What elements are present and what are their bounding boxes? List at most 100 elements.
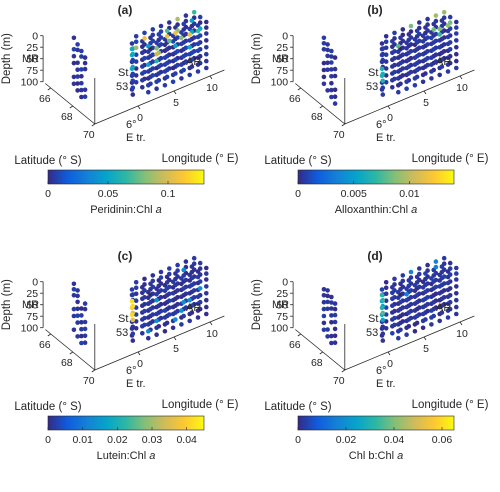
data-point bbox=[150, 278, 156, 284]
data-point bbox=[329, 60, 334, 65]
data-point bbox=[204, 291, 209, 296]
colorbar bbox=[47, 169, 205, 185]
data-point bbox=[429, 55, 434, 60]
data-point bbox=[189, 57, 195, 62]
data-point bbox=[154, 297, 159, 303]
colorbar-label: Alloxanthin:Chl a bbox=[335, 204, 418, 216]
data-point bbox=[140, 85, 145, 90]
data-point bbox=[167, 305, 172, 310]
data-point bbox=[133, 298, 139, 303]
data-point bbox=[433, 31, 439, 37]
data-point bbox=[79, 313, 84, 318]
data-point bbox=[189, 50, 195, 56]
depth-tick-label: 0 bbox=[32, 31, 38, 43]
data-point bbox=[380, 317, 386, 323]
data-point bbox=[406, 50, 412, 56]
annotation-six-degrees: 6° bbox=[376, 119, 387, 131]
longitude-tick-mark bbox=[209, 321, 213, 326]
data-point bbox=[404, 286, 409, 291]
data-point bbox=[197, 33, 203, 38]
data-point bbox=[414, 299, 420, 305]
data-point bbox=[187, 297, 192, 303]
data-point bbox=[195, 28, 201, 34]
data-point bbox=[445, 294, 451, 300]
data-point bbox=[187, 26, 192, 32]
data-point bbox=[164, 74, 170, 80]
latitude-tick-label: 68 bbox=[61, 357, 73, 369]
data-point bbox=[439, 303, 445, 308]
data-point bbox=[441, 274, 447, 279]
colorbar-tick-label: 0.1 bbox=[161, 188, 176, 200]
data-point bbox=[396, 43, 401, 49]
data-point bbox=[146, 322, 151, 327]
data-point bbox=[404, 292, 409, 297]
data-point bbox=[414, 67, 420, 73]
data-point bbox=[379, 52, 385, 58]
data-point bbox=[150, 27, 156, 32]
data-point bbox=[154, 311, 159, 317]
data-point bbox=[82, 333, 88, 339]
data-point bbox=[423, 57, 428, 62]
data-point bbox=[191, 288, 197, 293]
data-point bbox=[142, 30, 147, 36]
data-point bbox=[329, 294, 334, 300]
data-point bbox=[396, 322, 401, 327]
data-point bbox=[164, 67, 170, 73]
data-point bbox=[187, 272, 192, 278]
data-point bbox=[195, 274, 201, 280]
data-point bbox=[75, 320, 80, 325]
data-point bbox=[204, 284, 209, 289]
longitude-tick-mark bbox=[459, 75, 463, 80]
data-point bbox=[170, 279, 176, 285]
data-point bbox=[321, 81, 327, 87]
data-point bbox=[332, 94, 338, 99]
latitude-tick-mark bbox=[297, 87, 302, 91]
data-point bbox=[329, 340, 334, 346]
data-point bbox=[396, 335, 401, 341]
data-point bbox=[383, 280, 389, 285]
data-point bbox=[181, 267, 186, 273]
data-point bbox=[379, 73, 385, 78]
depth-tick-label: 0 bbox=[282, 31, 288, 43]
annotation-ar: AR bbox=[436, 302, 451, 314]
data-point bbox=[392, 30, 397, 36]
data-point bbox=[321, 47, 327, 52]
data-point bbox=[325, 88, 330, 93]
colorbar-label-italic: a bbox=[411, 204, 417, 216]
data-point bbox=[173, 43, 178, 49]
data-point bbox=[71, 47, 77, 52]
data-point bbox=[445, 55, 451, 60]
data-point bbox=[437, 72, 442, 78]
data-point bbox=[162, 322, 168, 327]
data-point bbox=[332, 333, 338, 339]
data-point bbox=[75, 74, 80, 79]
data-point bbox=[183, 291, 189, 297]
data-point bbox=[142, 288, 147, 293]
longitude-tick-label: 10 bbox=[206, 328, 218, 340]
data-point bbox=[325, 293, 330, 299]
data-point bbox=[400, 52, 406, 57]
data-point bbox=[156, 71, 162, 76]
chart-panel-b: (b) 0 25 50 75 100 Depth (m) 66 68 70 Latitude (° … bbox=[250, 0, 500, 246]
data-point bbox=[79, 87, 84, 93]
data-point bbox=[191, 9, 197, 15]
data-point bbox=[179, 308, 184, 313]
data-point bbox=[175, 268, 180, 273]
data-point bbox=[454, 51, 459, 57]
data-point bbox=[195, 301, 201, 306]
colorbar-tick-label: 0.04 bbox=[384, 434, 405, 446]
data-point bbox=[383, 291, 389, 297]
data-point bbox=[431, 299, 436, 305]
data-point bbox=[383, 298, 389, 303]
data-point bbox=[325, 67, 330, 72]
latitude-tick-mark bbox=[47, 87, 52, 91]
data-point bbox=[425, 262, 430, 268]
annotation-mr: MR bbox=[22, 299, 39, 311]
data-point bbox=[195, 55, 201, 60]
data-point bbox=[332, 340, 338, 345]
data-point bbox=[423, 271, 428, 276]
data-point bbox=[390, 303, 395, 308]
longitude-tick-label: 10 bbox=[206, 82, 218, 94]
data-point bbox=[154, 332, 159, 337]
depth-axis-label: Depth (m) bbox=[1, 279, 13, 330]
